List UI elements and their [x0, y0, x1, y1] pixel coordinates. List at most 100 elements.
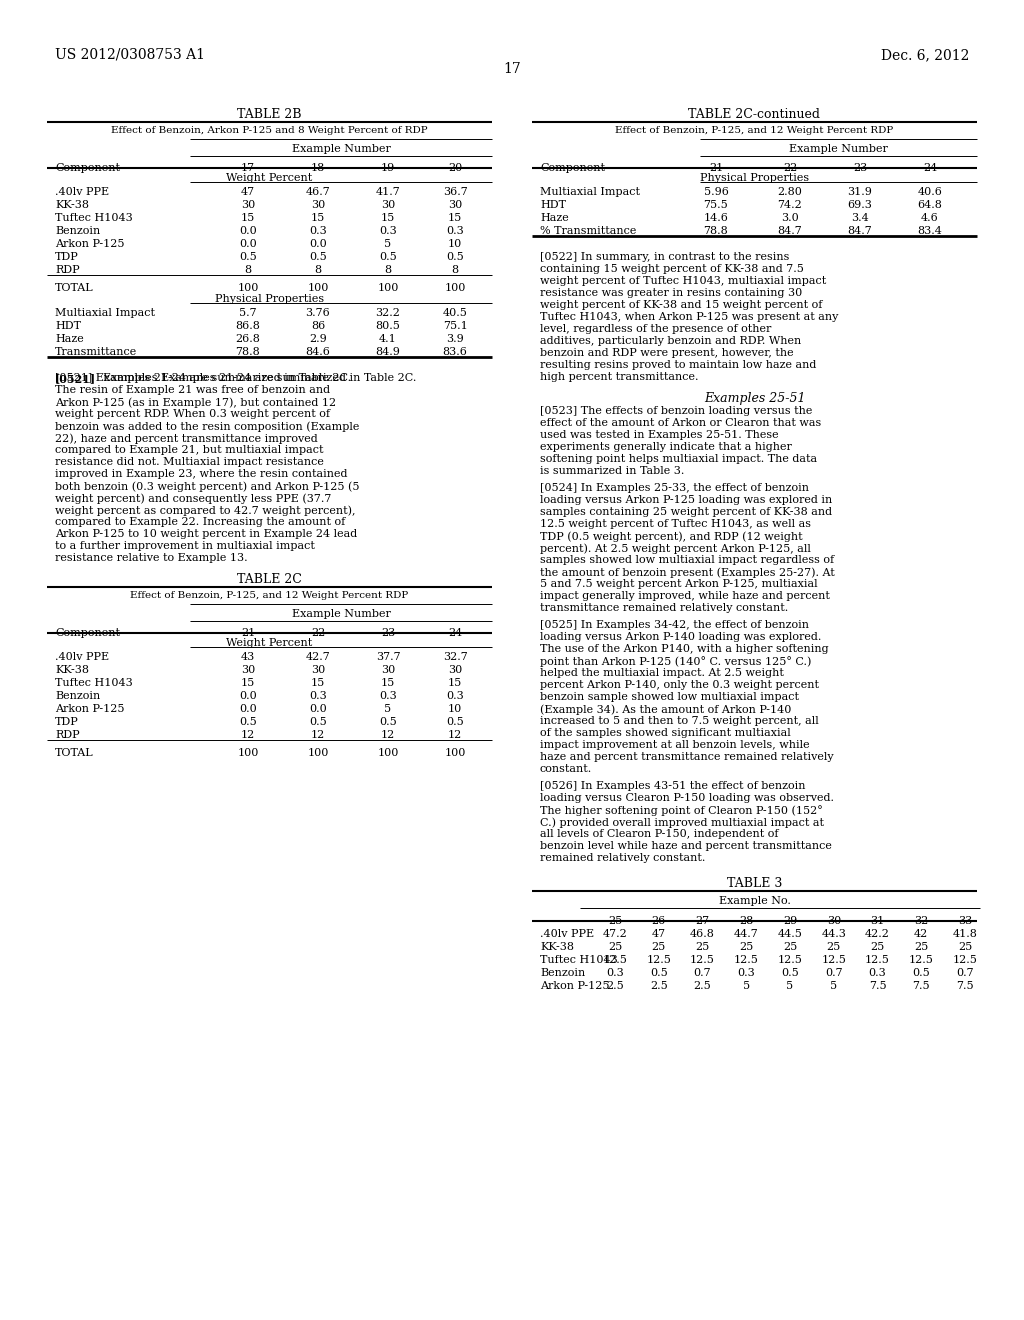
Text: 84.7: 84.7: [848, 226, 872, 236]
Text: 0.0: 0.0: [240, 226, 257, 236]
Text: 31: 31: [870, 916, 885, 927]
Text: 84.6: 84.6: [305, 347, 331, 356]
Text: 7.5: 7.5: [912, 981, 930, 991]
Text: Example Number: Example Number: [292, 609, 390, 619]
Text: resistance relative to Example 13.: resistance relative to Example 13.: [55, 553, 248, 564]
Text: Tuftec H1043: Tuftec H1043: [55, 678, 133, 688]
Text: 5.96: 5.96: [703, 187, 728, 197]
Text: loading versus Arkon P-140 loading was explored.: loading versus Arkon P-140 loading was e…: [540, 632, 821, 642]
Text: 7.5: 7.5: [956, 981, 974, 991]
Text: Benzoin: Benzoin: [55, 226, 100, 236]
Text: 24: 24: [447, 628, 462, 638]
Text: [0521] Examples 21-24 are summarized in Table 2C.: [0521] Examples 21-24 are summarized in …: [55, 374, 351, 383]
Text: weight percent) and consequently less PPE (37.7: weight percent) and consequently less PP…: [55, 492, 332, 503]
Text: 0.7: 0.7: [693, 968, 712, 978]
Text: 10: 10: [447, 704, 462, 714]
Text: 75.1: 75.1: [442, 321, 467, 331]
Text: 5: 5: [786, 981, 794, 991]
Text: US 2012/0308753 A1: US 2012/0308753 A1: [55, 48, 205, 62]
Text: 100: 100: [307, 282, 329, 293]
Text: Benzoin: Benzoin: [540, 968, 586, 978]
Text: 12.5 weight percent of Tuftec H1043, as well as: 12.5 weight percent of Tuftec H1043, as …: [540, 519, 811, 529]
Text: improved in Example 23, where the resin contained: improved in Example 23, where the resin …: [55, 469, 347, 479]
Text: Example No.: Example No.: [719, 896, 791, 906]
Text: 41.8: 41.8: [952, 929, 978, 939]
Text: 27: 27: [695, 916, 710, 927]
Text: KK-38: KK-38: [55, 665, 89, 675]
Text: TDP: TDP: [55, 717, 79, 727]
Text: 26.8: 26.8: [236, 334, 260, 345]
Text: 5: 5: [742, 981, 750, 991]
Text: 28: 28: [739, 916, 754, 927]
Text: 44.3: 44.3: [821, 929, 846, 939]
Text: level, regardless of the presence of other: level, regardless of the presence of oth…: [540, 323, 771, 334]
Text: 15: 15: [311, 678, 326, 688]
Text: high percent transmittance.: high percent transmittance.: [540, 372, 698, 381]
Text: 84.7: 84.7: [777, 226, 803, 236]
Text: 100: 100: [238, 748, 259, 758]
Text: 0.7: 0.7: [825, 968, 843, 978]
Text: containing 15 weight percent of KK-38 and 7.5: containing 15 weight percent of KK-38 an…: [540, 264, 804, 275]
Text: 0.3: 0.3: [309, 690, 327, 701]
Text: 69.3: 69.3: [848, 201, 872, 210]
Text: 15: 15: [381, 213, 395, 223]
Text: additives, particularly benzoin and RDP. When: additives, particularly benzoin and RDP.…: [540, 337, 801, 346]
Text: experiments generally indicate that a higher: experiments generally indicate that a hi…: [540, 442, 792, 451]
Text: .40lv PPE: .40lv PPE: [540, 929, 594, 939]
Text: 3.0: 3.0: [781, 213, 799, 223]
Text: [0524] In Examples 25-33, the effect of benzoin: [0524] In Examples 25-33, the effect of …: [540, 483, 809, 492]
Text: 75.5: 75.5: [703, 201, 728, 210]
Text: Haze: Haze: [540, 213, 568, 223]
Text: samples showed low multiaxial impact regardless of: samples showed low multiaxial impact reg…: [540, 554, 835, 565]
Text: 0.3: 0.3: [379, 690, 397, 701]
Text: KK-38: KK-38: [55, 201, 89, 210]
Text: 30: 30: [381, 665, 395, 675]
Text: transmittance remained relatively constant.: transmittance remained relatively consta…: [540, 603, 788, 612]
Text: 100: 100: [377, 282, 398, 293]
Text: 0.0: 0.0: [240, 704, 257, 714]
Text: 26: 26: [651, 916, 666, 927]
Text: 44.5: 44.5: [777, 929, 803, 939]
Text: 0.5: 0.5: [446, 252, 464, 261]
Text: Multiaxial Impact: Multiaxial Impact: [55, 308, 155, 318]
Text: HDT: HDT: [540, 201, 566, 210]
Text: 0.5: 0.5: [781, 968, 799, 978]
Text: 32.7: 32.7: [442, 652, 467, 663]
Text: effect of the amount of Arkon or Clearon that was: effect of the amount of Arkon or Clearon…: [540, 418, 821, 428]
Text: Example Number: Example Number: [292, 144, 390, 154]
Text: 2.5: 2.5: [650, 981, 668, 991]
Text: TABLE 2C-continued: TABLE 2C-continued: [688, 108, 820, 121]
Text: 7.5: 7.5: [868, 981, 887, 991]
Text: 22: 22: [311, 628, 326, 638]
Text: 25: 25: [826, 942, 841, 952]
Text: 36.7: 36.7: [442, 187, 467, 197]
Text: Component: Component: [55, 628, 120, 638]
Text: [0521]: [0521]: [55, 374, 96, 384]
Text: weight percent RDP. When 0.3 weight percent of: weight percent RDP. When 0.3 weight perc…: [55, 409, 330, 418]
Text: 0.3: 0.3: [446, 226, 464, 236]
Text: The higher softening point of Clearon P-150 (152°: The higher softening point of Clearon P-…: [540, 805, 822, 816]
Text: samples containing 25 weight percent of KK-38 and: samples containing 25 weight percent of …: [540, 507, 833, 517]
Text: 12: 12: [241, 730, 255, 741]
Text: Arkon P-125: Arkon P-125: [540, 981, 609, 991]
Text: 12.5: 12.5: [690, 954, 715, 965]
Text: 8: 8: [245, 265, 252, 275]
Text: loading versus Arkon P-125 loading was explored in: loading versus Arkon P-125 loading was e…: [540, 495, 833, 506]
Text: 2.5: 2.5: [693, 981, 712, 991]
Text: 12.5: 12.5: [646, 954, 671, 965]
Text: 0.5: 0.5: [379, 717, 397, 727]
Text: 40.5: 40.5: [442, 308, 467, 318]
Text: 12.5: 12.5: [821, 954, 846, 965]
Text: [0523] The effects of benzoin loading versus the: [0523] The effects of benzoin loading ve…: [540, 407, 812, 416]
Text: constant.: constant.: [540, 764, 592, 774]
Text: 30: 30: [311, 665, 326, 675]
Text: TABLE 3: TABLE 3: [727, 876, 782, 890]
Text: 33: 33: [957, 916, 972, 927]
Text: 30: 30: [447, 201, 462, 210]
Text: 15: 15: [447, 213, 462, 223]
Text: 22), haze and percent transmittance improved: 22), haze and percent transmittance impr…: [55, 433, 317, 444]
Text: 12.5: 12.5: [952, 954, 978, 965]
Text: 37.7: 37.7: [376, 652, 400, 663]
Text: TOTAL: TOTAL: [55, 282, 93, 293]
Text: Benzoin: Benzoin: [55, 690, 100, 701]
